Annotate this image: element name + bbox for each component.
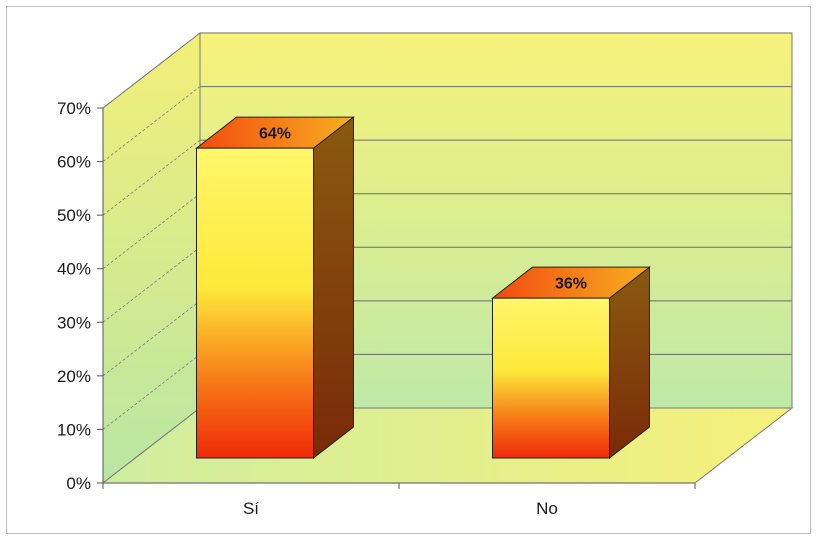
bar <box>196 147 314 459</box>
x-axis: Sí No <box>102 482 696 518</box>
data-label: 36% <box>555 276 587 293</box>
bar-side <box>609 266 650 460</box>
bar-side <box>313 116 354 460</box>
gridline-side <box>102 139 201 216</box>
bar-group: 64% <box>195 116 355 460</box>
gridline-side <box>102 86 201 162</box>
y-tick-label: 50% <box>57 206 91 225</box>
y-tick-label: 40% <box>57 260 91 279</box>
y-tick-label: 0% <box>66 474 91 493</box>
y-tick-label: 10% <box>57 420 91 439</box>
bar <box>492 297 610 459</box>
y-axis: 0% 10% 20% 30% 40% 50% 60% 70% <box>57 99 104 493</box>
gridline-side <box>102 32 201 109</box>
y-tick-label: 30% <box>57 313 91 332</box>
gridline-side <box>102 300 201 377</box>
gridline-side <box>102 246 201 323</box>
gridline-side <box>102 193 201 270</box>
y-tick-label: 60% <box>57 153 91 172</box>
gridline-side <box>102 354 201 430</box>
x-tick-label: No <box>536 499 558 518</box>
y-tick-label: 20% <box>57 367 91 386</box>
side-wall <box>102 31 201 485</box>
data-label: 64% <box>259 126 291 143</box>
y-tick-label: 70% <box>57 99 91 118</box>
x-tick-label: Sí <box>243 499 259 518</box>
bar-group: 36% <box>491 266 651 460</box>
bars: 64% 36% <box>195 116 651 460</box>
